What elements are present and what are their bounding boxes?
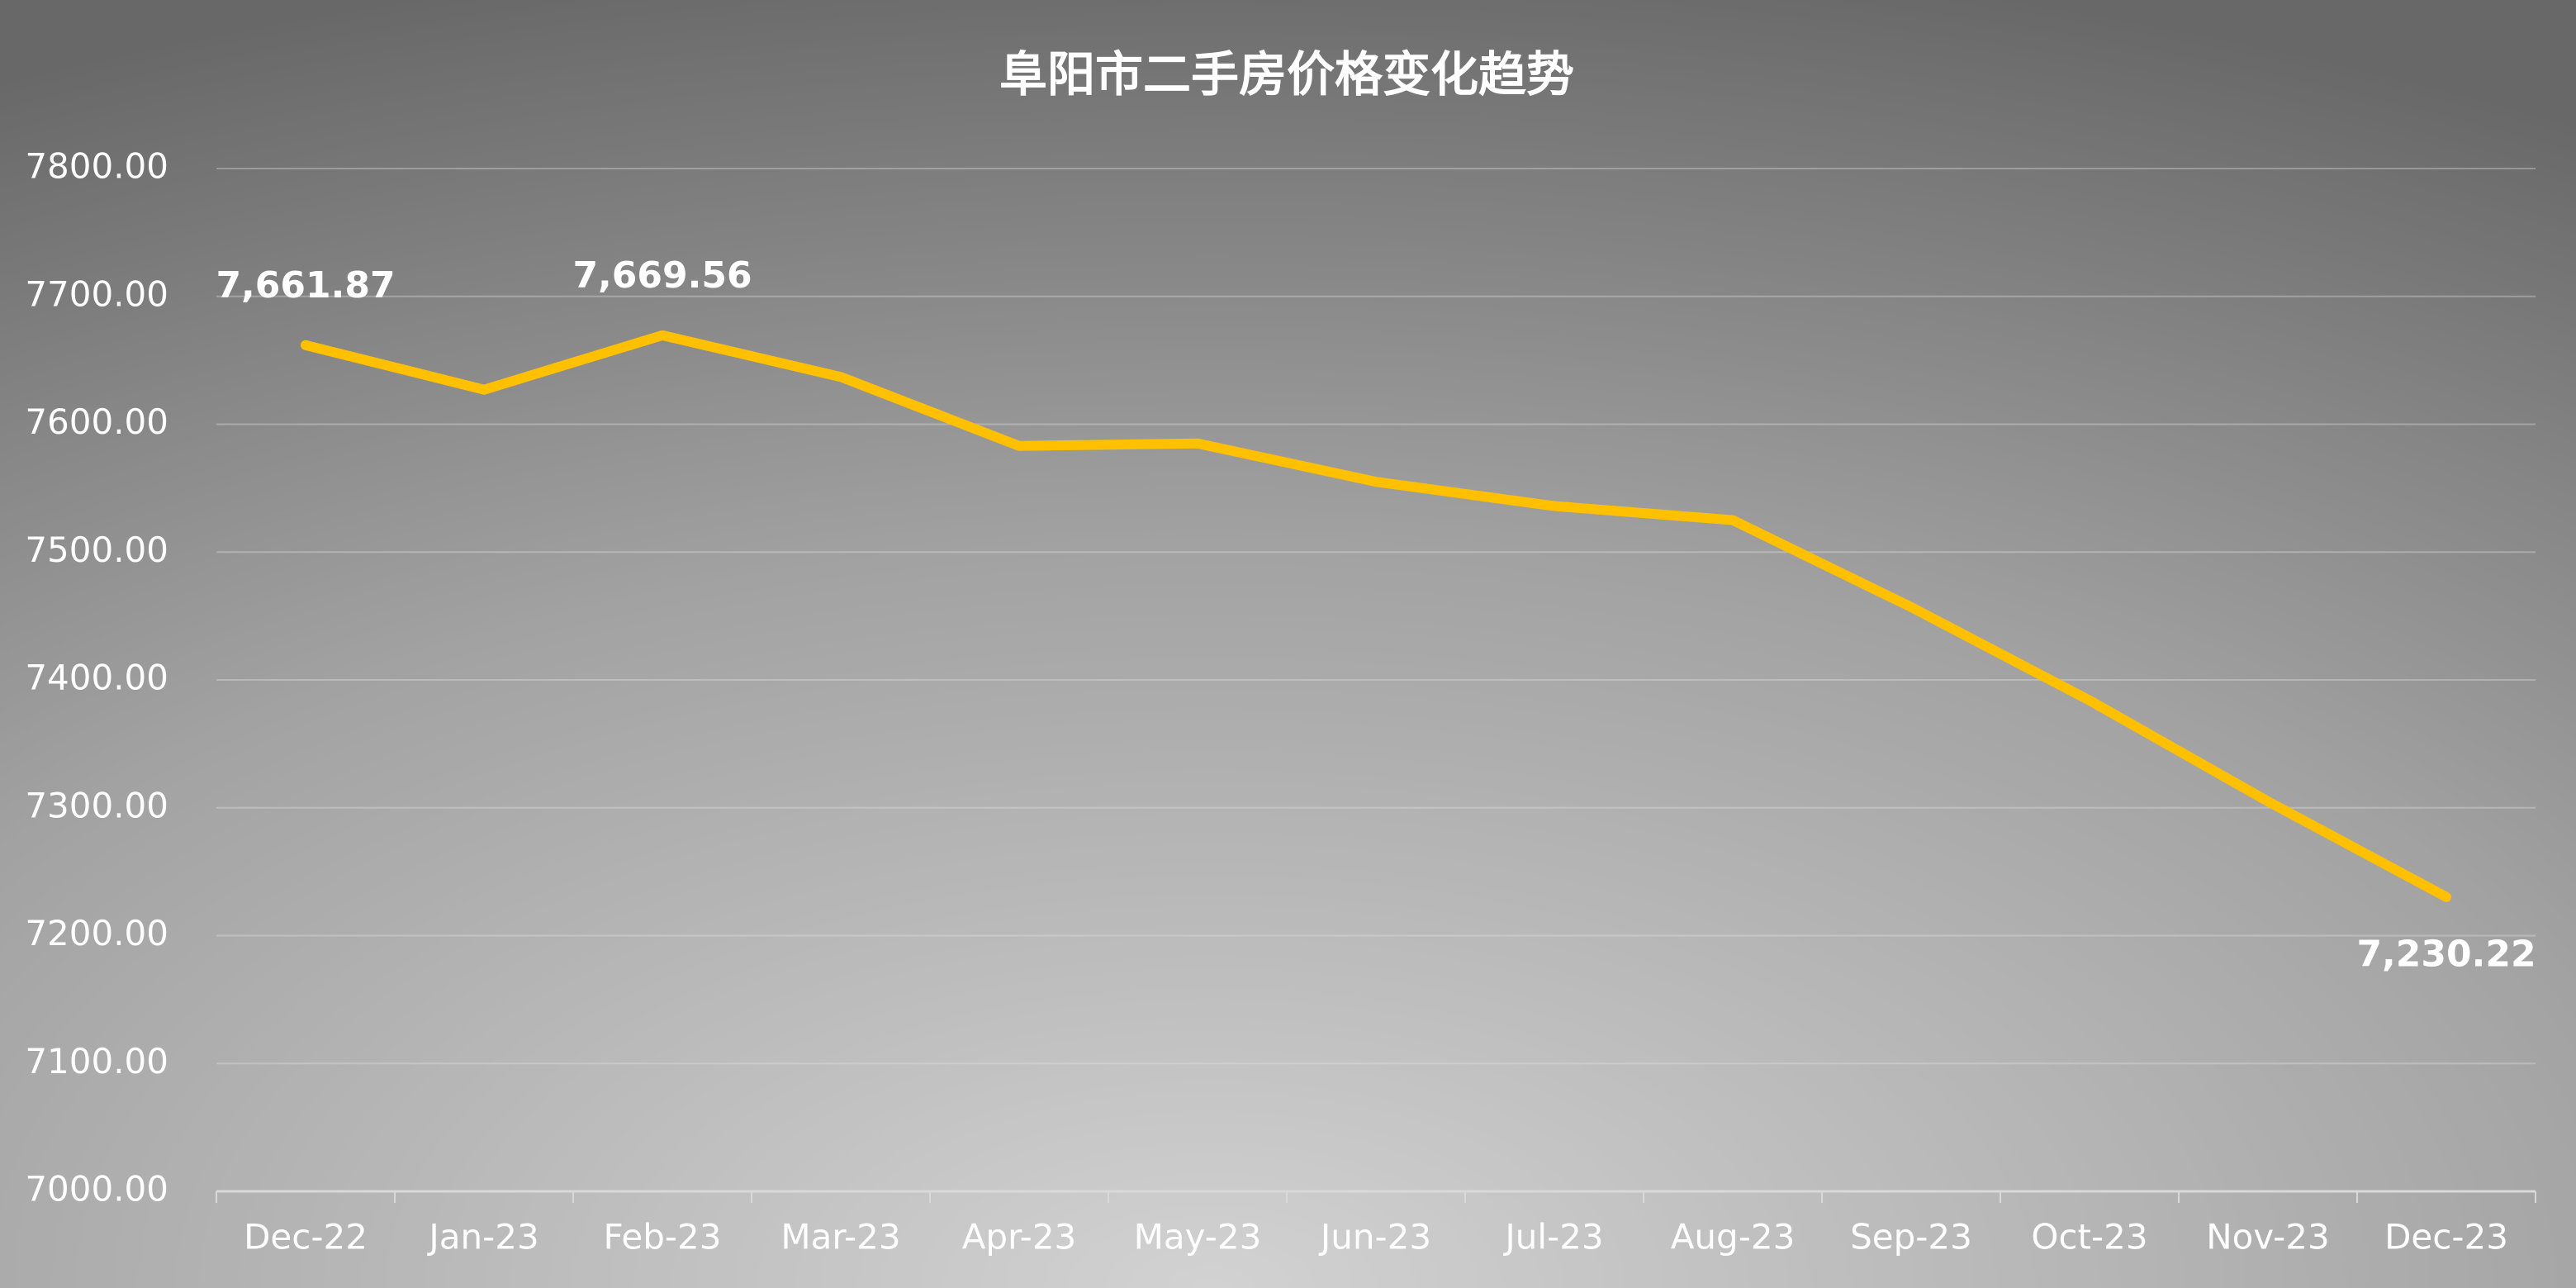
data-line [301,330,2451,902]
x-tick-label: Nov-23 [2206,1217,2329,1257]
y-tick-label: 7400.00 [25,658,168,698]
x-tick-label: Aug-23 [1671,1217,1796,1257]
data-label: 7,230.22 [2356,934,2536,976]
chart-title: 阜阳市二手房价格变化趋势 [999,46,1574,102]
x-tick-label: Feb-23 [604,1217,722,1257]
x-tick-label: Jun-23 [1318,1217,1431,1257]
y-tick-label: 7300.00 [25,785,168,825]
data-label: 7,669.56 [572,254,752,297]
x-tick-label: Oct-23 [2031,1217,2147,1257]
x-tick-label: Jul-23 [1502,1217,1603,1257]
x-tick-label: Mar-23 [780,1217,900,1257]
x-tick-label: Apr-23 [962,1217,1077,1257]
x-tick-label: Dec-22 [244,1217,368,1257]
y-tick-label: 7500.00 [25,530,168,570]
y-tick-label: 7800.00 [25,146,168,187]
x-tick-label: Sep-23 [1850,1217,1972,1257]
y-tick-label: 7700.00 [25,273,168,314]
y-tick-label: 7000.00 [25,1169,168,1210]
x-tick-label: Jan-23 [426,1217,538,1257]
y-tick-label: 7600.00 [25,402,168,442]
x-tick-label: Dec-23 [2384,1217,2508,1257]
x-tick-label: May-23 [1134,1217,1262,1257]
y-tick-label: 7200.00 [25,913,168,953]
data-label: 7,661.87 [216,264,395,307]
y-tick-label: 7100.00 [25,1041,168,1081]
